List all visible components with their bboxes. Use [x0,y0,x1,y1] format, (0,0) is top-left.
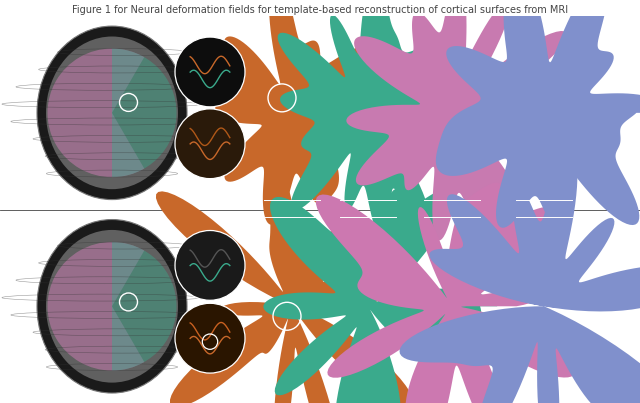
Ellipse shape [37,26,187,199]
Circle shape [175,37,245,107]
Circle shape [175,109,245,179]
Text: Pial: Pial [536,183,552,191]
Text: WM: WM [444,224,460,233]
Text: Pial: Pial [284,224,300,233]
Text: Figure 1 for Neural deformation fields for template-based reconstruction of cort: Figure 1 for Neural deformation fields f… [72,5,568,15]
Polygon shape [399,152,640,403]
Polygon shape [264,189,497,403]
Text: Voxel-based: Voxel-based [0,271,13,342]
Circle shape [175,303,245,373]
Text: WM: WM [360,224,376,233]
Polygon shape [316,183,575,403]
Ellipse shape [46,230,178,382]
Text: Pial: Pial [284,183,300,191]
Wedge shape [112,242,177,371]
Polygon shape [436,0,640,228]
Ellipse shape [46,37,178,189]
Wedge shape [47,242,144,371]
Text: Left hemisphere: Left hemisphere [461,235,535,245]
Polygon shape [346,0,572,240]
Circle shape [175,231,245,300]
Text: WM: WM [360,183,376,191]
Polygon shape [156,170,415,403]
Ellipse shape [37,220,187,393]
Wedge shape [112,48,177,177]
Polygon shape [215,0,377,225]
Wedge shape [47,48,144,177]
Text: Mesh-based: Mesh-based [0,77,13,148]
Polygon shape [278,0,449,246]
Text: Right hemisphere: Right hemisphere [290,235,371,245]
Text: WM: WM [444,183,460,191]
Text: Pial: Pial [536,224,552,233]
